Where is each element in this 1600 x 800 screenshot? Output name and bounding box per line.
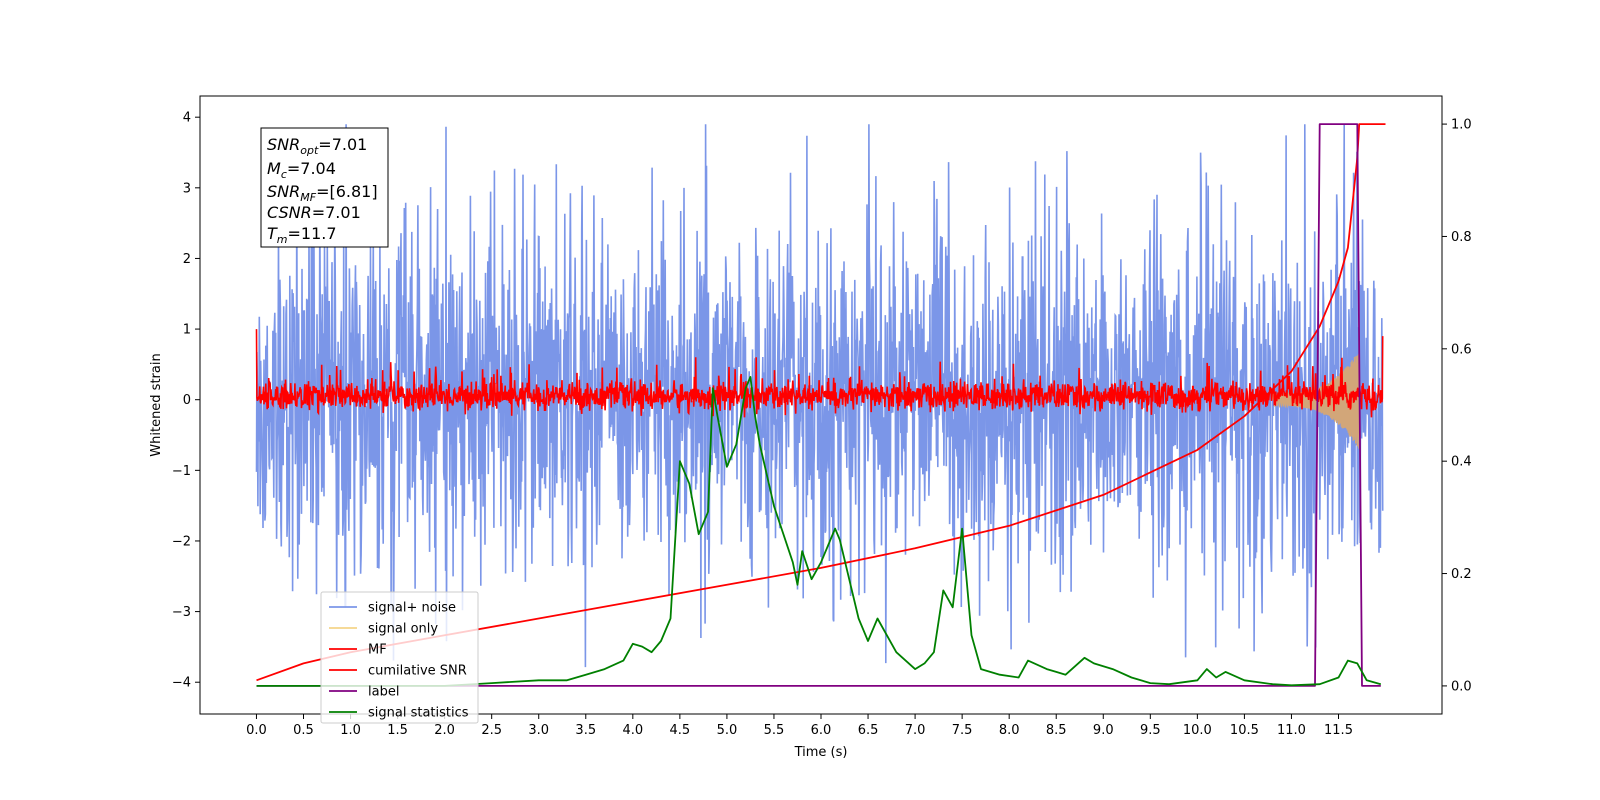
x-tick-label: 6.5 [858, 723, 879, 738]
x-tick-label: 7.5 [952, 723, 973, 738]
y-axis-ticks: −4 −3 −2 −1 0 1 2 3 4 [172, 111, 200, 691]
x-tick-label: 7.0 [905, 723, 926, 738]
annotation-snr-opt: SNRopt=7.01 [267, 135, 367, 157]
y-tick-label: 3 [183, 181, 191, 196]
label-path [256, 123, 1381, 687]
y-tick-label: −4 [172, 676, 191, 691]
annotation-tm: Tm=11.7 [267, 224, 337, 246]
legend-label: signal statistics [368, 706, 469, 721]
x-tick-label: 8.5 [1046, 723, 1067, 738]
mf-path [255, 329, 1384, 418]
x-tick-label: 3.0 [528, 723, 549, 738]
y-axis-label: Whitened strain [149, 353, 164, 456]
annotation-snr-mf: SNRMF=[6.81] [267, 182, 378, 204]
annotation-csnr: CSNR=7.01 [267, 203, 361, 222]
y-tick-label: 4 [183, 111, 191, 126]
y-tick-label: −3 [172, 605, 191, 620]
y2-tick-label: 0.8 [1451, 230, 1472, 245]
x-tick-label: 4.5 [670, 723, 691, 738]
y2-tick-label: 0.2 [1451, 567, 1472, 582]
signal-plus-noise-line [255, 124, 1384, 668]
legend-label: label [368, 685, 399, 700]
mf-line [255, 329, 1384, 418]
annotation-box: SNRopt=7.01 Mc=7.04 SNRMF=[6.81] CSNR=7.… [260, 127, 389, 248]
x-tick-label: 5.0 [717, 723, 738, 738]
x-axis-label: Time (s) [794, 745, 848, 760]
y-tick-label: 1 [183, 323, 191, 338]
x-tick-label: 1.5 [387, 723, 408, 738]
x-tick-label: 1.0 [340, 723, 361, 738]
x-tick-label: 6.0 [811, 723, 832, 738]
y2-tick-label: 0.0 [1451, 679, 1472, 694]
x-tick-label: 11.5 [1324, 723, 1353, 738]
legend-label: cumilative SNR [368, 664, 467, 679]
y-tick-label: 0 [183, 393, 191, 408]
y2-tick-label: 1.0 [1451, 118, 1472, 133]
y2-axis-ticks: 0.0 0.2 0.4 0.6 0.8 1.0 [1442, 118, 1472, 694]
legend: signal+ noise signal only MF cumilative SNR… [320, 591, 479, 724]
legend-label: MF [368, 643, 387, 658]
legend-label: signal+ noise [368, 601, 456, 616]
x-tick-label: 9.5 [1140, 723, 1161, 738]
x-tick-label: 10.0 [1183, 723, 1212, 738]
y-tick-label: −1 [172, 464, 191, 479]
x-tick-label: 0.0 [246, 723, 267, 738]
x-tick-label: 2.0 [434, 723, 455, 738]
x-tick-label: 10.5 [1230, 723, 1259, 738]
legend-label: signal only [368, 622, 438, 637]
x-tick-label: 3.5 [575, 723, 596, 738]
y-tick-label: 2 [183, 252, 191, 267]
x-tick-label: 5.5 [764, 723, 785, 738]
x-tick-label: 2.5 [481, 723, 502, 738]
y2-tick-label: 0.6 [1451, 342, 1472, 357]
x-axis-ticks: 0.0 0.5 1.0 1.5 2.0 2.5 3.0 3.5 4.0 4.5 5.0 5.5 6.0 6… [246, 714, 1353, 738]
x-tick-label: 9.0 [1093, 723, 1114, 738]
annotation-mc: Mc=7.04 [267, 159, 336, 181]
signal-statistics-path [256, 376, 1382, 687]
x-tick-label: 8.0 [999, 723, 1020, 738]
signal-plus-noise-path [255, 124, 1384, 668]
x-tick-label: 4.0 [622, 723, 643, 738]
x-tick-label: 11.0 [1277, 723, 1306, 738]
y2-tick-label: 0.4 [1451, 455, 1472, 470]
x-tick-label: 0.5 [293, 723, 314, 738]
y-tick-label: −2 [172, 534, 191, 549]
